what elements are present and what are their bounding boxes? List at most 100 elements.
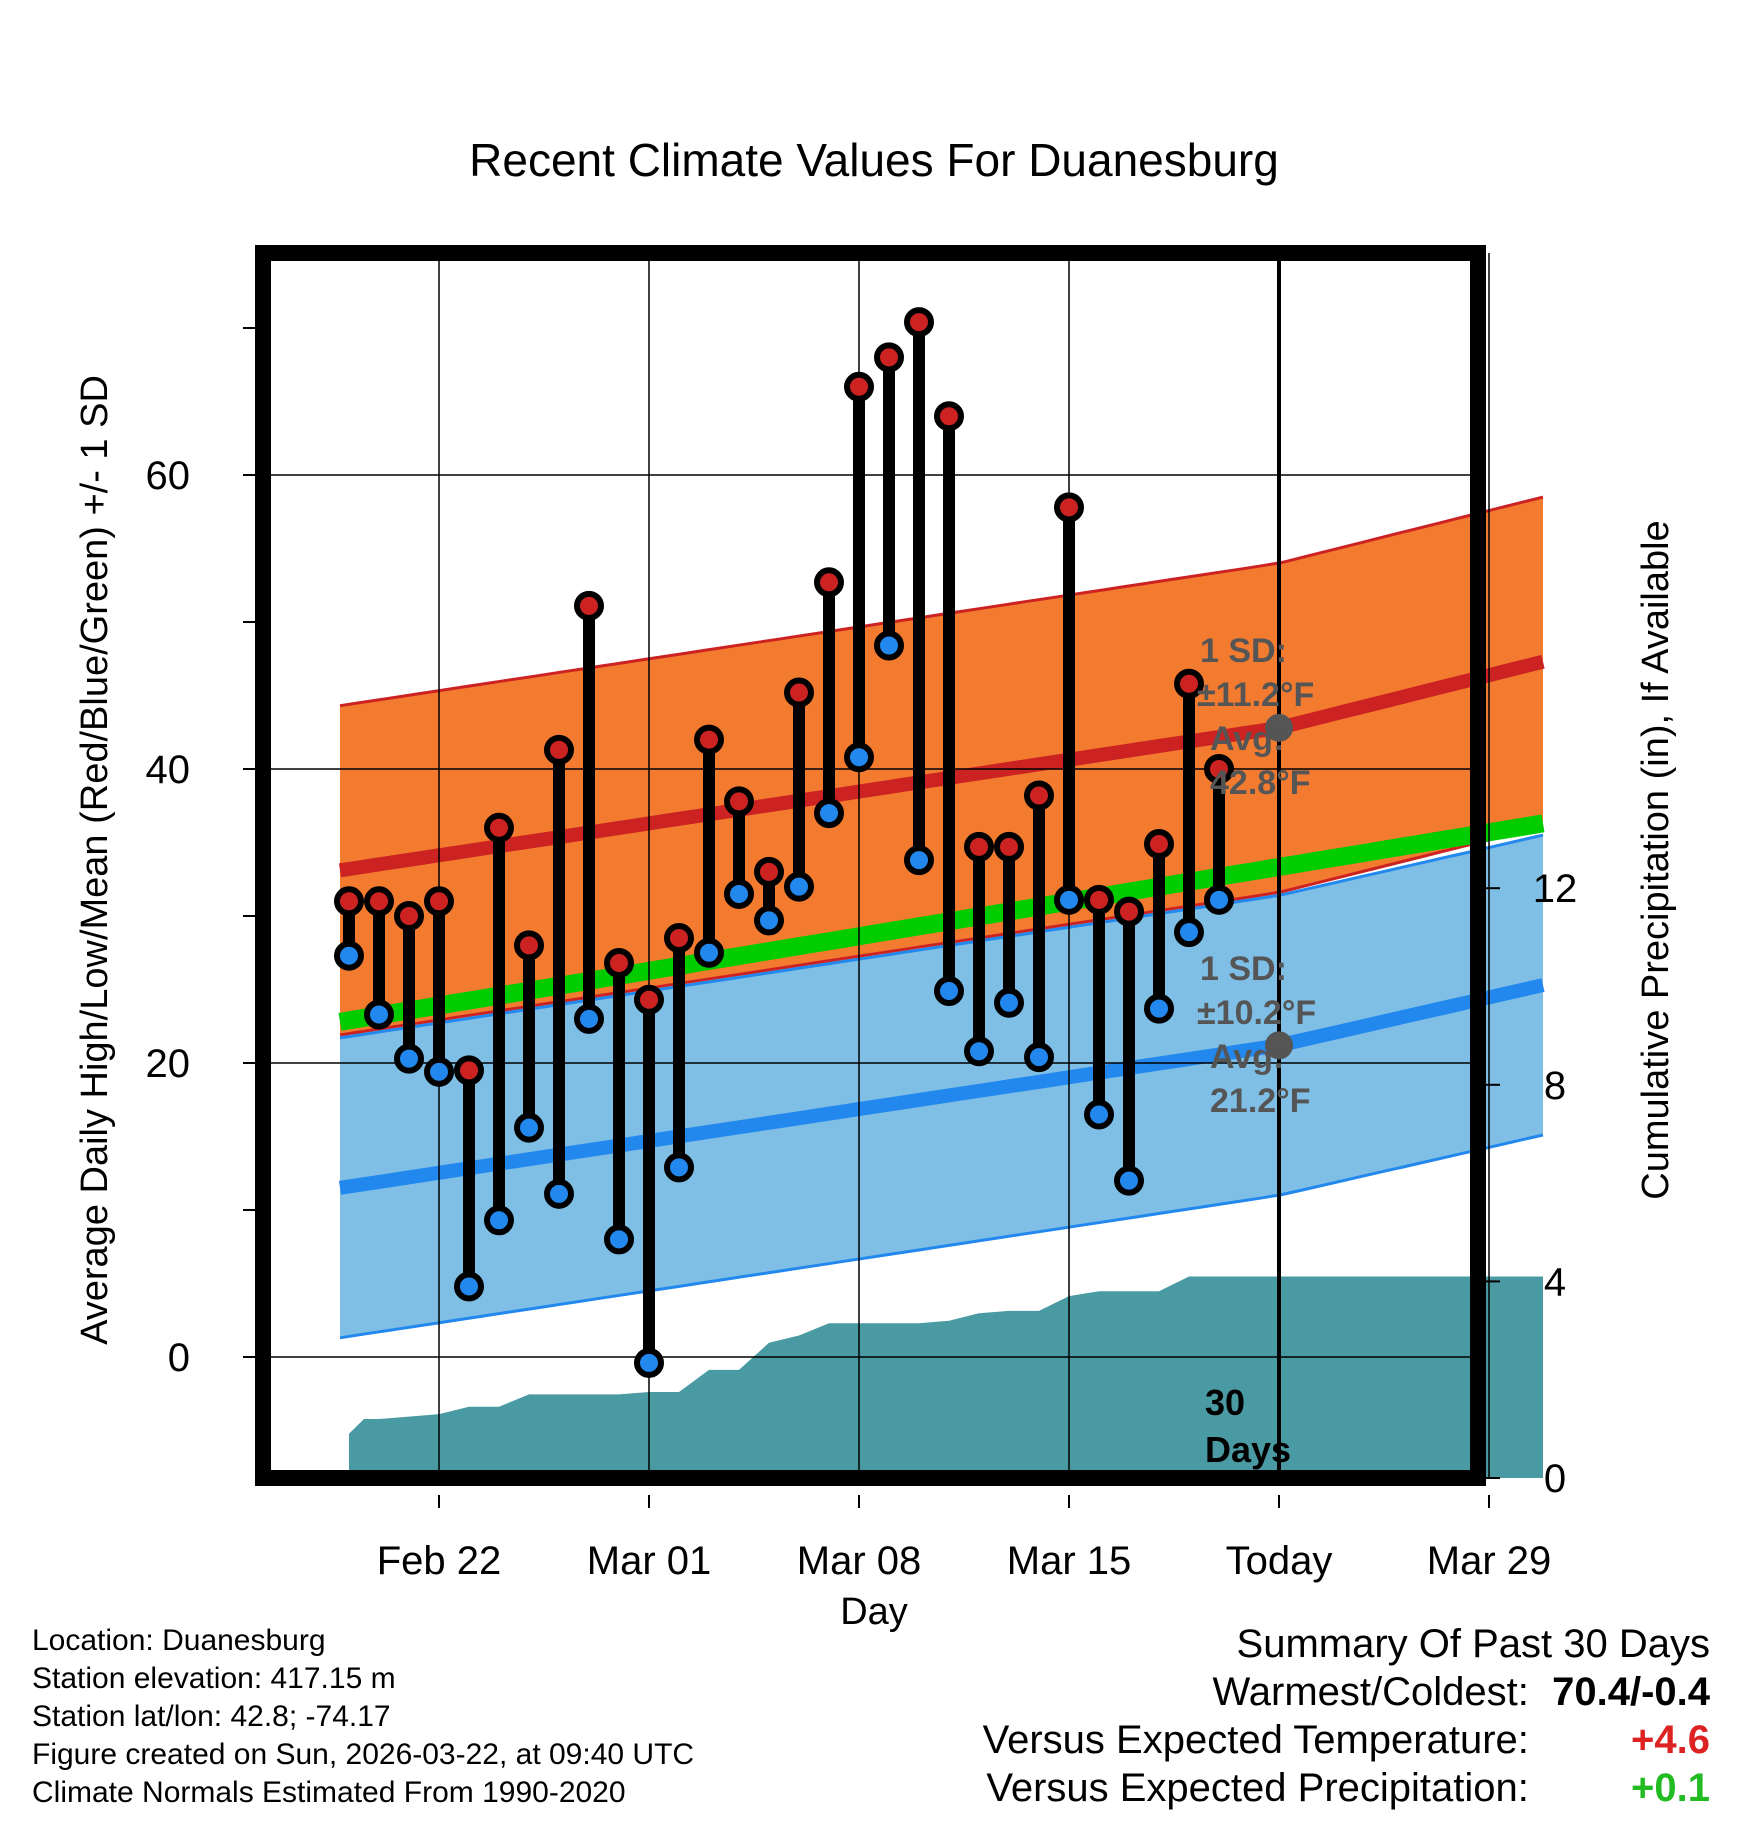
low-band-upper-edge — [339, 833, 1544, 1040]
daily-low-point — [1054, 884, 1084, 915]
temp-label: Versus Expected Temperature: — [982, 1718, 1529, 1762]
daily-low-point — [484, 1205, 514, 1236]
daily-high-point — [1174, 668, 1204, 699]
daily-high-point — [1204, 754, 1234, 784]
daily-low-point — [724, 878, 754, 909]
normal-mean-line — [338, 814, 1545, 1031]
daily-low-point — [424, 1056, 454, 1087]
x-tick-label: Feb 22 — [377, 1539, 502, 1583]
daily-high-point — [574, 590, 604, 621]
daily-high-point — [694, 724, 724, 755]
daily-high-point — [934, 401, 964, 432]
daily-high-point — [724, 786, 754, 817]
today-days-word: Days — [1205, 1429, 1291, 1470]
summary-heading: Summary Of Past 30 Days — [1236, 1622, 1710, 1666]
daily-low-point — [964, 1036, 994, 1067]
temp-value: +4.6 — [1631, 1718, 1710, 1762]
daily-high-point — [754, 856, 784, 887]
today-days-number: 30 — [1205, 1382, 1245, 1423]
low-avg-value: 21.2°F — [1210, 1082, 1311, 1120]
daily-low-point — [844, 742, 874, 773]
daily-low-point — [1024, 1042, 1054, 1073]
high-avg-value: 42.8°F — [1210, 764, 1311, 802]
low-sd-value: ±10.2°F — [1197, 994, 1316, 1032]
y-tick-label: 20 — [146, 1042, 191, 1086]
precip-value: +0.1 — [1631, 1766, 1710, 1810]
x-tick-label: Mar 01 — [587, 1539, 712, 1583]
daily-low-point — [604, 1224, 634, 1255]
daily-high-point — [784, 677, 814, 708]
daily-low-point — [544, 1178, 574, 1209]
daily-high-point — [964, 831, 994, 862]
daily-high-point — [1084, 884, 1114, 915]
warm-cold-value: 70.4/-0.4 — [1552, 1670, 1710, 1714]
daily-low-point — [454, 1271, 484, 1302]
daily-high-point — [994, 831, 1024, 862]
summary-precip-row: Versus Expected Precipitation: +0.1 — [983, 1764, 1710, 1812]
daily-high-point — [364, 886, 394, 917]
low-sd-band — [340, 835, 1543, 1338]
daily-high-point — [664, 923, 694, 954]
low-sd-label: 1 SD: — [1200, 950, 1287, 988]
daily-high-point — [904, 307, 934, 338]
daily-low-point — [694, 937, 724, 968]
warm-cold-label: Warmest/Coldest: — [1212, 1670, 1529, 1714]
daily-low-point — [364, 999, 394, 1030]
y-tick-label: 40 — [146, 748, 191, 792]
summary-temp-row: Versus Expected Temperature: +4.6 — [983, 1716, 1710, 1764]
x-tick-label: Mar 08 — [797, 1539, 922, 1583]
daily-low-point — [1114, 1165, 1144, 1196]
daily-high-point — [424, 886, 454, 917]
y-tick-label: 60 — [146, 454, 191, 498]
daily-low-point — [394, 1043, 424, 1074]
high-sd-band — [340, 497, 1543, 1036]
precip-label: Versus Expected Precipitation: — [986, 1766, 1529, 1810]
daily-low-point — [334, 940, 364, 971]
today-high-avg-dot — [1265, 713, 1293, 742]
daily-high-point — [1054, 492, 1084, 523]
daily-low-point — [634, 1347, 664, 1378]
daily-high-point — [634, 984, 664, 1015]
daily-high-point — [454, 1055, 484, 1086]
precipitation-area — [349, 1276, 1543, 1478]
high-band-upper-edge — [339, 495, 1544, 708]
daily-high-point — [874, 342, 904, 373]
summary-panel: Summary Of Past 30 Days Warmest/Coldest:… — [983, 1620, 1710, 1812]
daily-low-point — [514, 1112, 544, 1143]
plot-frame — [255, 245, 1486, 1486]
today-low-avg-dot — [1265, 1031, 1293, 1060]
normal-bands — [340, 497, 1543, 1338]
x-tick-label: Mar 29 — [1427, 1539, 1552, 1583]
daily-low-point — [994, 987, 1024, 1018]
chart-title: Recent Climate Values For Duanesburg — [469, 134, 1279, 186]
normal-low-line — [338, 978, 1545, 1195]
y-axis-label: Average Daily High/Low/Mean (Red/Blue/Gr… — [74, 375, 116, 1345]
daily-high-point — [544, 734, 574, 765]
daily-high-point — [844, 371, 874, 402]
daily-high-point — [514, 930, 544, 961]
x-tick-label: Today — [1226, 1539, 1333, 1583]
daily-low-point — [784, 871, 814, 902]
daily-low-point — [1174, 917, 1204, 948]
daily-low-point — [904, 845, 934, 876]
x-axis-label: Day — [840, 1591, 908, 1633]
high-band-lower-edge — [339, 824, 1544, 1037]
y2-tick-label: 8 — [1544, 1064, 1566, 1108]
axis-ticks: 0 20 40 60 0 4 8 12 Feb 22 Mar 01 Mar 08 Mar 15 Toda… — [146, 327, 1577, 1583]
high-sd-label: 1 SD: — [1200, 632, 1287, 670]
footer-latlon: Station lat/lon: 42.8; -74.17 — [32, 1700, 391, 1733]
daily-low-point — [664, 1152, 694, 1183]
y-tick-label: 0 — [168, 1336, 190, 1380]
high-sd-value: ±11.2°F — [1197, 676, 1314, 714]
y2-tick-label: 0 — [1544, 1457, 1566, 1501]
daily-high-point — [604, 948, 634, 979]
daily-low-point — [754, 905, 784, 936]
daily-points — [334, 307, 1234, 1378]
summary-warm-cold-row: Warmest/Coldest: 70.4/-0.4 — [983, 1668, 1711, 1716]
daily-high-point — [484, 812, 514, 843]
daily-high-point — [394, 901, 424, 931]
daily-low-point — [574, 1003, 604, 1034]
daily-high-point — [1114, 896, 1144, 927]
high-avg-label: Avg: — [1210, 720, 1284, 758]
